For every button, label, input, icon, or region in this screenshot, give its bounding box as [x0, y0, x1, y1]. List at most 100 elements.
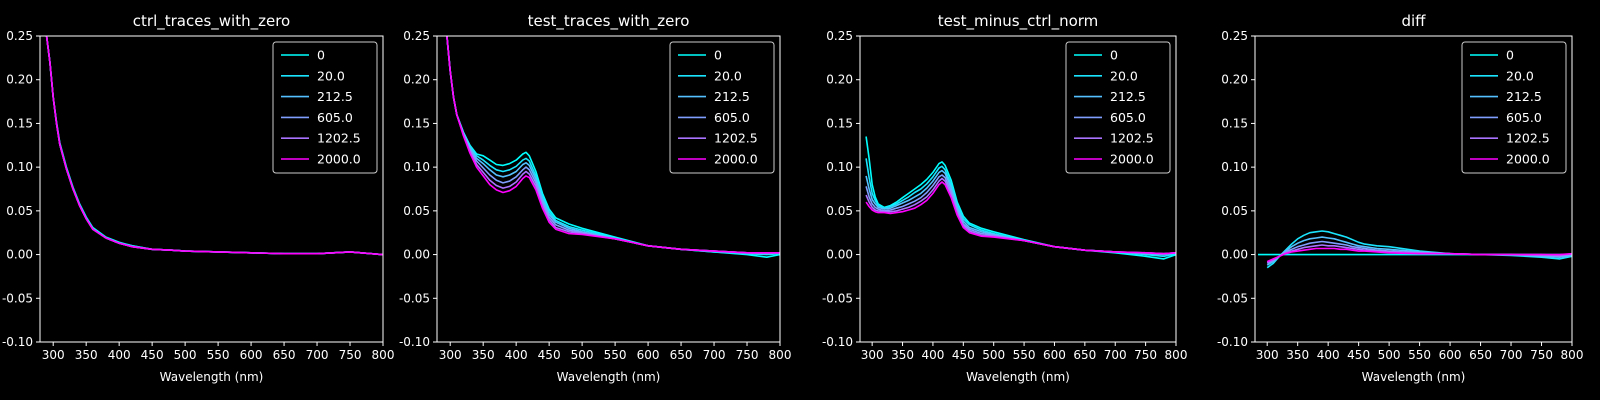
y-tick-label: -0.05	[399, 291, 430, 305]
x-tick-label: 300	[439, 348, 462, 362]
y-tick-label: 0.25	[403, 29, 430, 43]
legend-entry: 1202.5	[1506, 131, 1550, 146]
x-tick-label: 350	[472, 348, 495, 362]
x-tick-label: 450	[141, 348, 164, 362]
y-tick-label: 0.15	[403, 116, 430, 130]
y-tick-label: 0.10	[6, 160, 33, 174]
legend: 0 20.0 212.5 605.0 1202.5 2000.0	[1461, 41, 1567, 174]
legend-entry: 605.0	[1506, 110, 1542, 125]
y-tick-label: 0.05	[826, 204, 853, 218]
legend-box	[272, 41, 378, 174]
x-tick-label: 700	[306, 348, 329, 362]
legend-entry: 1202.5	[1110, 131, 1154, 146]
y-tick-label: 0.15	[1221, 116, 1248, 130]
series-lines	[865, 136, 1176, 260]
x-axis-label: Wavelength (nm)	[966, 370, 1070, 384]
x-tick-label: 750	[736, 348, 759, 362]
series-line-605-0	[865, 174, 1176, 255]
y-tick-label: -0.10	[1217, 335, 1248, 349]
legend-entry: 0	[1110, 48, 1118, 63]
plot-frame	[436, 35, 781, 343]
y-tick-label: 0.00	[403, 248, 430, 262]
x-tick-label: 350	[891, 348, 914, 362]
y-tick-label: 0.10	[1221, 160, 1248, 174]
x-tick-label: 800	[1165, 348, 1188, 362]
legend-entry: 0	[317, 48, 325, 63]
series-line-2000-0	[45, 36, 383, 256]
y-tick-label: 0.15	[6, 116, 33, 130]
legend-entry: 2000.0	[317, 152, 361, 167]
y-tick-label: 0.25	[826, 29, 853, 43]
legend-entry: 2000.0	[1506, 152, 1550, 167]
legend: 0 20.0 212.5 605.0 1202.5 2000.0	[669, 41, 775, 174]
legend-entry: 2000.0	[1110, 152, 1154, 167]
legend-entry: 0	[1506, 48, 1514, 63]
legend-entry: 212.5	[1110, 89, 1146, 104]
y-tick-label: 0.25	[6, 29, 33, 43]
legend-entry: 20.0	[1110, 68, 1138, 83]
x-tick-label: 700	[1104, 348, 1127, 362]
x-tick-label: 600	[637, 348, 660, 362]
x-tick-label: 400	[921, 348, 944, 362]
series-lines	[446, 36, 780, 259]
series-line-2000-0	[1266, 247, 1572, 263]
plot-frame	[859, 35, 1177, 343]
legend-entry: 20.0	[714, 68, 742, 83]
chart-title: ctrl_traces_with_zero	[133, 12, 290, 31]
chart-title: diff	[1401, 12, 1426, 30]
x-tick-label: 300	[861, 348, 884, 362]
legend-entry: 1202.5	[714, 131, 758, 146]
legend-entry: 212.5	[714, 89, 750, 104]
x-axis-label: Wavelength (nm)	[557, 370, 661, 384]
y-tick-label: 0.10	[826, 160, 853, 174]
chart-panel-1: ctrl_traces_with_zero 300 350 400 450 500 550 6…	[2, 12, 395, 384]
x-tick-label: 750	[339, 348, 362, 362]
x-tick-label: 650	[1073, 348, 1096, 362]
x-tick-label: 650	[670, 348, 693, 362]
x-tick-label: 400	[108, 348, 131, 362]
x-tick-label: 650	[273, 348, 296, 362]
x-tick-label: 550	[604, 348, 627, 362]
y-tick-label: 0.00	[826, 248, 853, 262]
x-tick-label: 500	[1378, 348, 1401, 362]
legend-box	[1461, 41, 1567, 174]
x-tick-label: 600	[1043, 348, 1066, 362]
y-tick-label: 0.15	[826, 116, 853, 130]
plot-frame	[39, 35, 384, 343]
legend-entry: 212.5	[1506, 89, 1542, 104]
x-tick-label: 600	[240, 348, 263, 362]
x-tick-label: 800	[372, 348, 395, 362]
x-tick-label: 550	[1408, 348, 1431, 362]
x-tick-label: 400	[505, 348, 528, 362]
legend-entry: 20.0	[317, 68, 345, 83]
x-axis-label: Wavelength (nm)	[1362, 370, 1466, 384]
legend-box	[1065, 41, 1171, 174]
series-line-2000-0	[446, 36, 780, 254]
x-tick-label: 400	[1317, 348, 1340, 362]
series-lines	[45, 36, 383, 256]
y-tick-label: 0.05	[1221, 204, 1248, 218]
y-tick-label: -0.10	[822, 335, 853, 349]
legend-entry: 605.0	[1110, 110, 1146, 125]
x-tick-label: 550	[207, 348, 230, 362]
y-tick-label: -0.05	[1217, 291, 1248, 305]
x-tick-label: 500	[982, 348, 1005, 362]
chart-title: test_minus_ctrl_norm	[938, 12, 1099, 31]
y-tick-label: 0.20	[1221, 73, 1248, 87]
y-tick-label: 0.20	[6, 73, 33, 87]
x-tick-label: 800	[1561, 348, 1584, 362]
x-tick-label: 550	[1013, 348, 1036, 362]
x-tick-label: 450	[952, 348, 975, 362]
y-tick-label: -0.10	[2, 335, 33, 349]
x-tick-label: 600	[1439, 348, 1462, 362]
legend: 0 20.0 212.5 605.0 1202.5 2000.0	[1065, 41, 1171, 174]
x-tick-label: 700	[1500, 348, 1523, 362]
legend-entry: 0	[714, 48, 722, 63]
y-tick-label: -0.05	[2, 291, 33, 305]
legend-entry: 605.0	[714, 110, 750, 125]
chart-title: test_traces_with_zero	[528, 12, 690, 31]
chart-panel-2: test_traces_with_zero 300 350 400 450 500 550 6…	[399, 12, 792, 384]
x-tick-label: 750	[1134, 348, 1157, 362]
series-line-212-5	[1266, 236, 1572, 266]
